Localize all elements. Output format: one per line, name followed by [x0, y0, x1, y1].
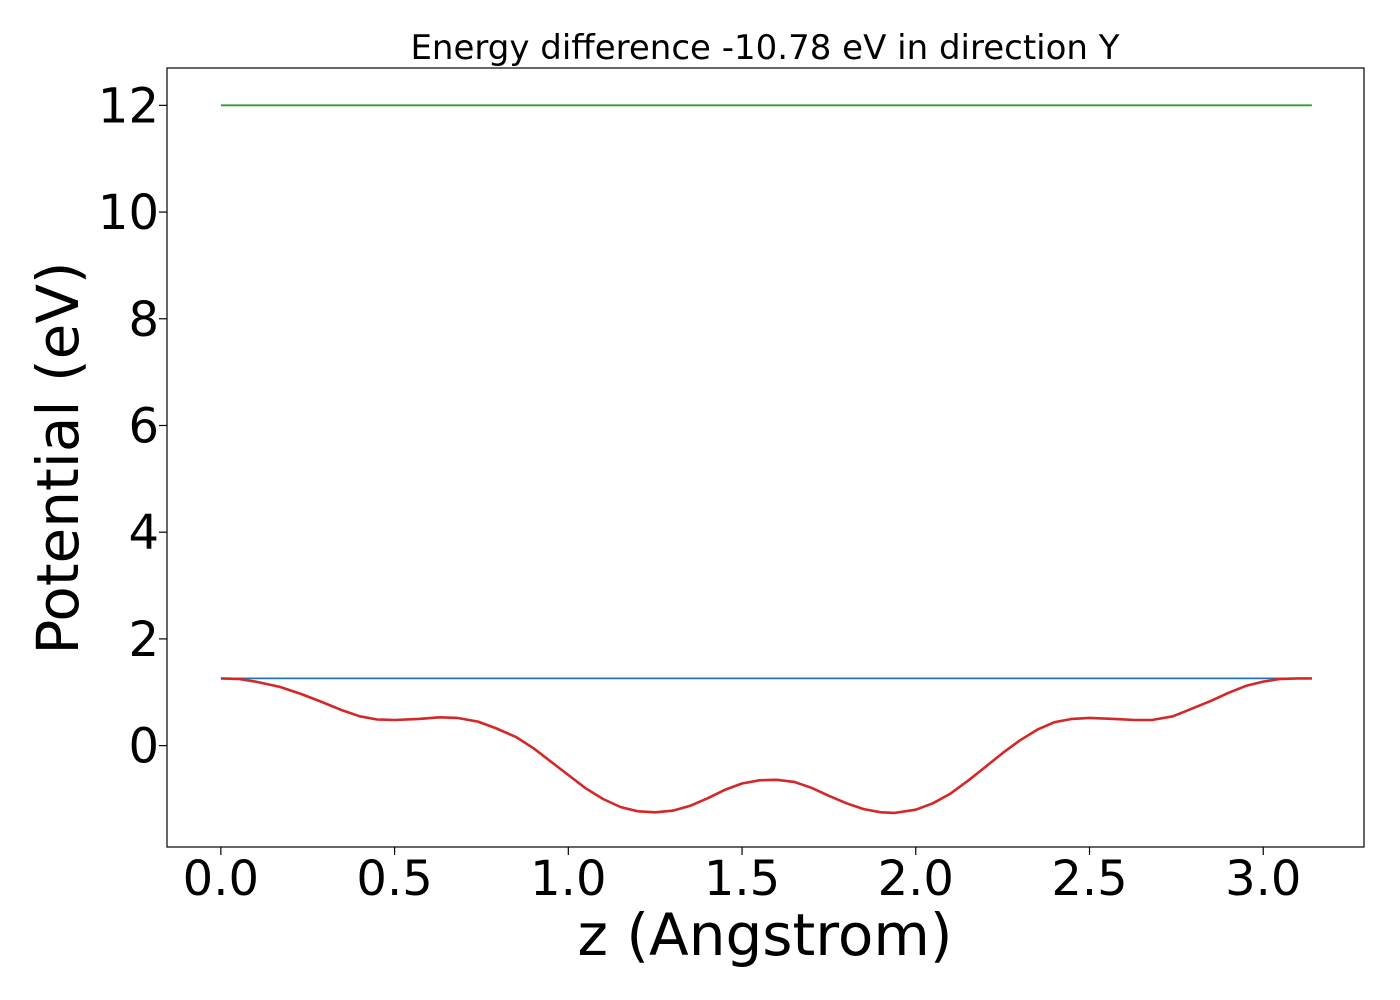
y-tick-label: 6 [128, 398, 159, 454]
y-axis-label: Potential (eV) [24, 261, 92, 654]
y-tick-label: 2 [128, 612, 159, 668]
x-tick-label: 2.5 [1051, 851, 1127, 907]
series-line-3 [220, 677, 1312, 815]
y-tick-label: 10 [98, 185, 159, 241]
x-tick-label: 1.5 [704, 851, 780, 907]
y-tick-label: 8 [128, 292, 159, 348]
x-tick-label: 0.5 [356, 851, 432, 907]
y-axis: 0 2 4 6 8 10 12 [98, 78, 167, 775]
chart-title: Energy difference -10.78 eV in direction… [410, 28, 1119, 68]
x-tick-label: 0.0 [183, 851, 259, 907]
y-tick-label: 12 [98, 78, 159, 134]
x-tick-label: 3.0 [1225, 851, 1301, 907]
x-tick-label: 2.0 [878, 851, 954, 907]
plot-frame [166, 67, 1365, 848]
x-axis-label: z (Angstrom) [578, 901, 953, 969]
series-layer [220, 104, 1312, 815]
y-tick-label: 4 [128, 505, 159, 561]
y-tick-label: 0 [128, 719, 159, 775]
x-axis: 0.0 0.5 1.0 1.5 2.0 2.5 3.0 [183, 847, 1301, 907]
x-tick-label: 1.0 [530, 851, 606, 907]
